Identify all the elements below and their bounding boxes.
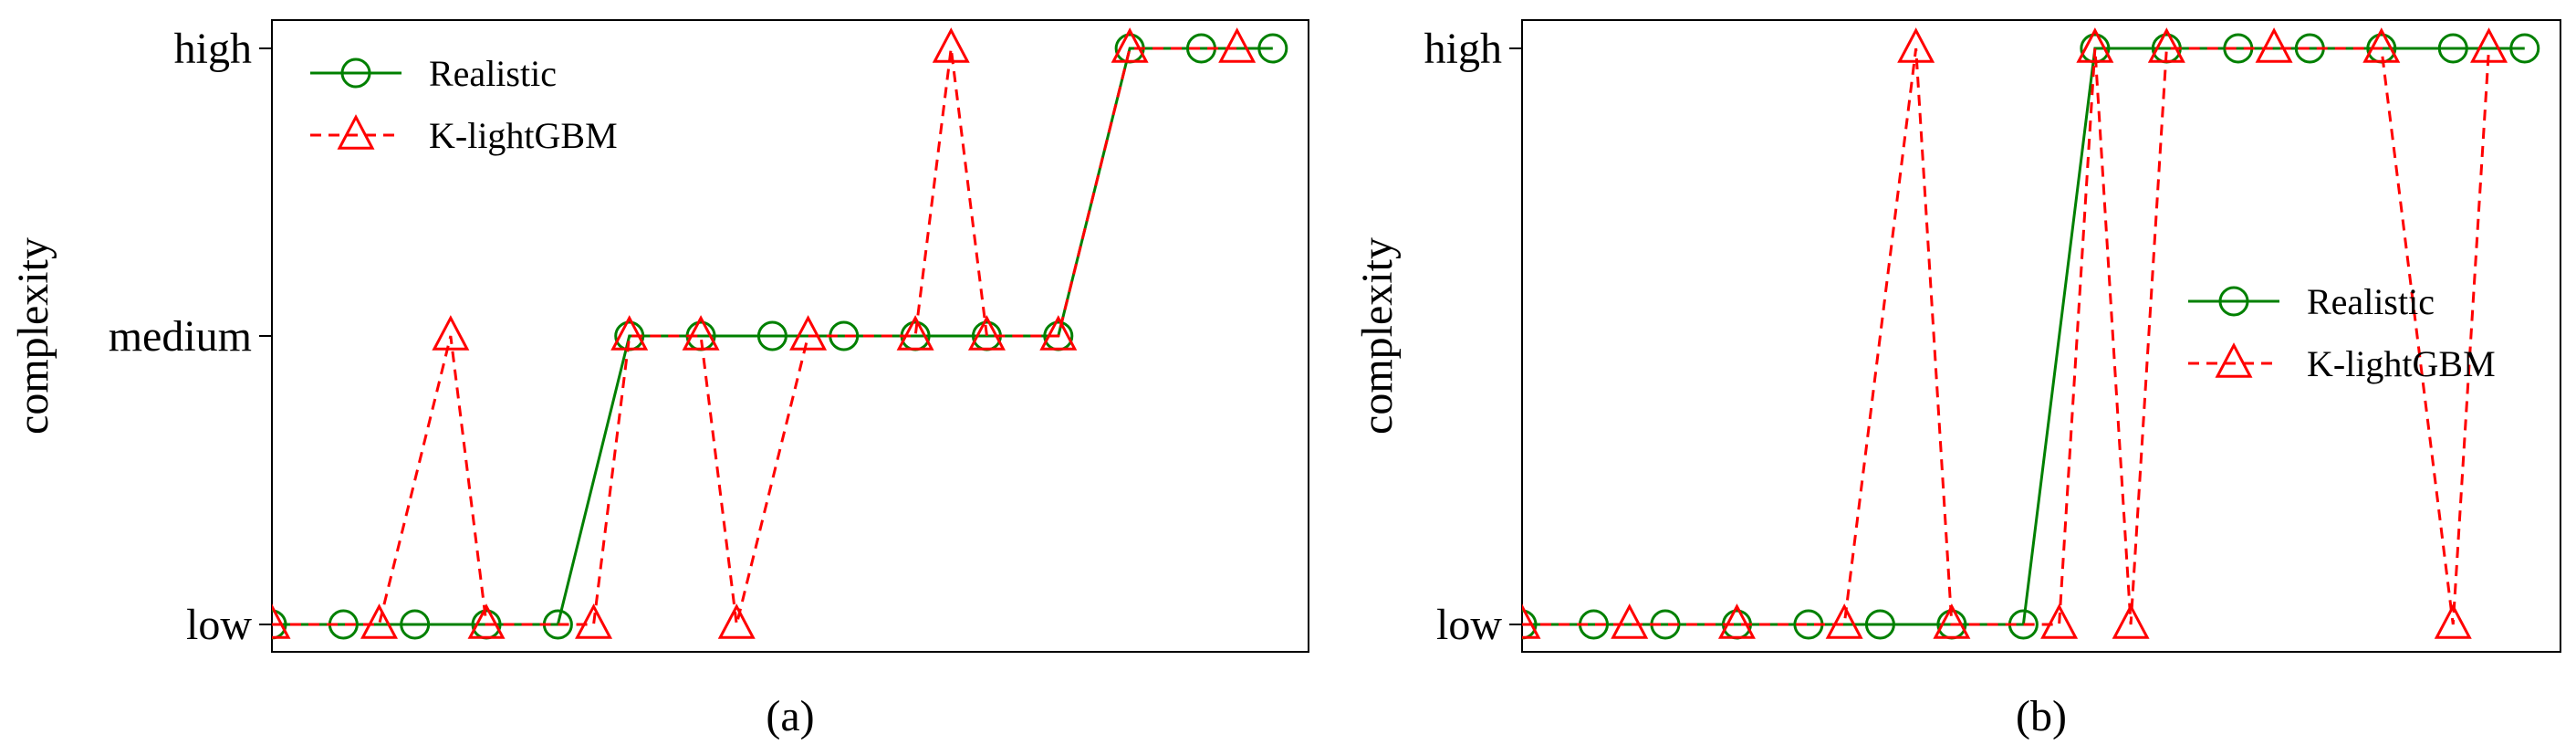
data-point-triangle [1717,603,1756,639]
data-point-triangle [1111,27,1149,63]
data-point-circle [400,609,431,640]
series-line [272,47,1273,626]
data-point-triangle [360,603,399,639]
data-point-triangle [2434,603,2472,639]
y-tick-label: low [186,601,252,649]
y-tick-label: medium [109,312,252,361]
data-point-triangle [1933,603,1971,639]
series-line [1522,47,2525,626]
data-point-triangle [1611,603,1649,639]
data-point-triangle [467,603,506,639]
data-point-triangle [896,315,934,351]
panel-b: low high complexity (b) Realistic K-lightGBM [1353,19,2561,740]
legend-label: Realistic [2307,281,2435,322]
plot-frame [1521,19,2561,653]
data-point-circle [756,320,787,351]
data-point-circle [1864,609,1895,640]
data-point-circle [1522,609,1538,640]
data-point-triangle [432,315,470,351]
data-point-circle [2509,33,2540,64]
series-realistic [1522,33,2540,640]
panel-label: (b) [2016,692,2067,740]
data-point-triangle [1039,315,1078,351]
data-point-triangle [1218,27,1257,63]
data-point-triangle [1825,603,1863,639]
data-point-triangle [2470,27,2508,63]
data-point-triangle [717,603,756,639]
legend-label: K-lightGBM [2307,343,2496,384]
legend-label: K-lightGBM [429,115,618,156]
legend-marker [337,114,375,150]
data-point-triangle [789,315,828,351]
y-tick-label: high [174,25,252,73]
y-tick-label: high [1424,25,1502,73]
legend: Realistic K-lightGBM [2188,281,2496,384]
y-axis-title: complexity [9,237,57,435]
data-point-triangle [2076,27,2114,63]
data-point-triangle [272,603,291,639]
series-k-lightgbm [272,27,1257,639]
data-point-triangle [2147,27,2185,63]
legend-marker [340,58,371,89]
data-point-circle [272,609,287,640]
data-point-triangle [932,27,970,63]
legend-marker [2215,342,2253,378]
data-point-triangle [1522,603,1541,639]
data-point-circle [1257,33,1288,64]
data-point-triangle [2040,603,2079,639]
series-realistic [272,33,1288,640]
data-point-triangle [610,315,649,351]
series-k-lightgbm [1522,27,2508,639]
series-line [272,47,1237,626]
data-point-triangle [2112,603,2150,639]
panel-a: low medium high complexity (a) Realistic K-lig… [9,19,1309,740]
data-point-triangle [682,315,720,351]
y-axis-title: complexity [1353,237,1402,435]
data-point-triangle [575,603,613,639]
data-point-triangle [1897,27,1935,63]
legend: Realistic K-lightGBM [310,53,618,156]
y-tick-label: low [1436,601,1502,649]
data-point-circle [2437,33,2468,64]
legend-label: Realistic [429,53,557,94]
data-point-triangle [2255,27,2293,63]
data-point-triangle [967,315,1006,351]
series-line [1522,47,2491,626]
legend-marker [2218,286,2249,317]
data-point-triangle [2362,27,2401,63]
panel-label: (a) [766,692,814,740]
